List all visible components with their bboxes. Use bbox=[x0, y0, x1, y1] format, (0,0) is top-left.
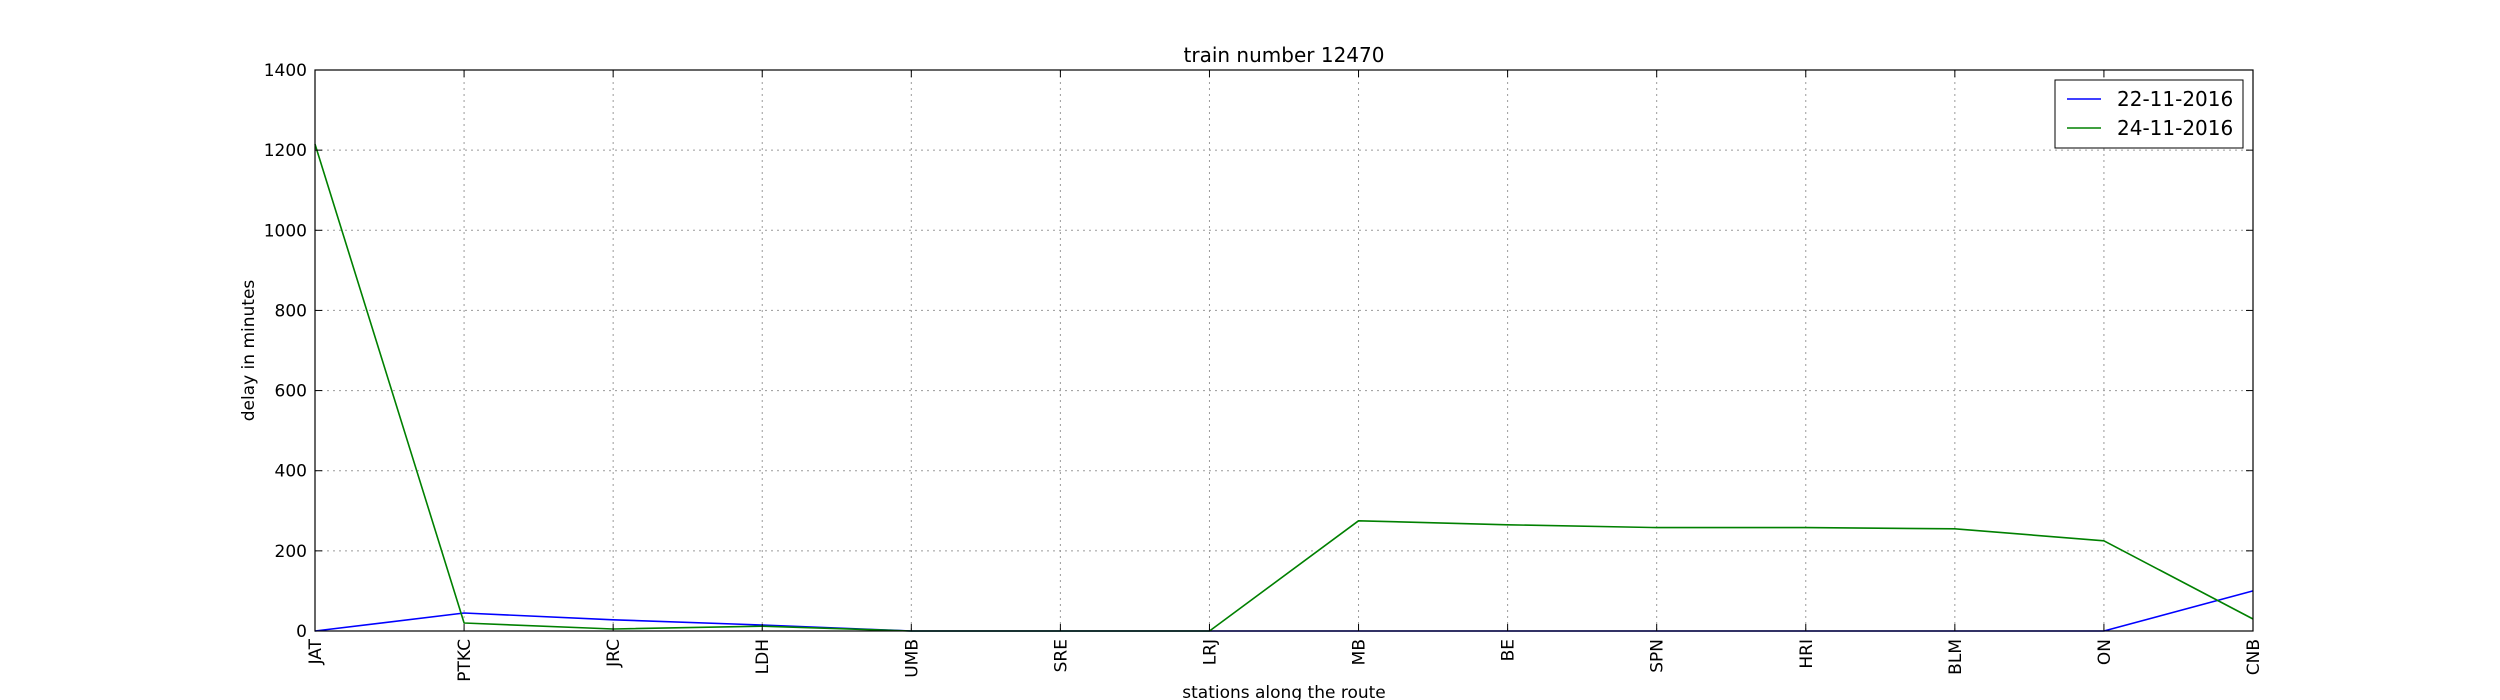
x-tick-label: UMB bbox=[902, 639, 922, 678]
x-tick-label: LRJ bbox=[1200, 639, 1220, 665]
legend-box bbox=[2054, 79, 2244, 149]
x-tick-label: SPN bbox=[1648, 639, 1668, 673]
x-tick-label: LDH bbox=[753, 639, 773, 674]
x-tick-label: MB bbox=[1350, 639, 1370, 665]
y-tick-label: 1200 bbox=[264, 141, 307, 161]
series-line-22-11-2016 bbox=[314, 590, 2254, 632]
y-tick-label: 600 bbox=[275, 382, 307, 402]
x-tick-label: BLM bbox=[1946, 639, 1966, 675]
x-tick-label: PTKC bbox=[455, 639, 475, 682]
chart-title: train number 12470 bbox=[1184, 43, 1385, 67]
x-tick-label: JAT bbox=[306, 638, 326, 665]
y-tick-label: 1400 bbox=[264, 61, 307, 81]
x-tick-label: CNB bbox=[2244, 639, 2264, 675]
y-tick-label: 0 bbox=[296, 622, 307, 642]
grid bbox=[314, 69, 2254, 632]
x-tick-label: SRE bbox=[1051, 639, 1071, 672]
x-tick-label: ON bbox=[2095, 639, 2115, 665]
y-tick-label: 1000 bbox=[264, 221, 307, 241]
x-axis-ticks: JAT PTKC JRC LDH UMB SRE LRJ MB BE SPN HRI BLM ON CNB bbox=[306, 70, 2264, 682]
x-axis-label: stations along the route bbox=[1182, 683, 1386, 700]
legend: 22-11-2016 24-11-2016 bbox=[2054, 79, 2244, 149]
legend-label: 22-11-2016 bbox=[2117, 87, 2233, 111]
y-tick-label: 200 bbox=[275, 542, 307, 562]
series-line-24-11-2016 bbox=[314, 143, 2254, 632]
legend-label: 24-11-2016 bbox=[2117, 116, 2233, 140]
x-tick-label: BE bbox=[1499, 639, 1519, 661]
series-lines bbox=[314, 143, 2254, 632]
y-tick-label: 400 bbox=[275, 462, 307, 482]
x-tick-label: HRI bbox=[1797, 639, 1817, 669]
y-tick-label: 800 bbox=[275, 301, 307, 321]
x-tick-label: JRC bbox=[604, 639, 624, 668]
plot-area-frame bbox=[314, 69, 2254, 632]
y-axis-label: delay in minutes bbox=[239, 280, 259, 422]
y-axis-ticks: 0 200 400 600 800 1000 1200 1400 bbox=[264, 61, 2253, 642]
